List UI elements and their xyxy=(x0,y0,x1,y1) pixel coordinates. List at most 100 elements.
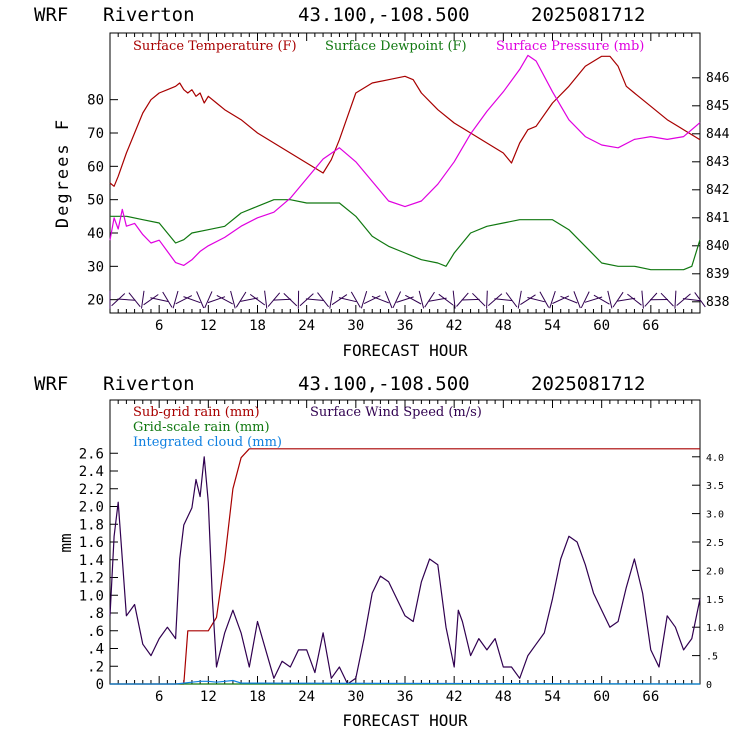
right-tick-label: 3.5 xyxy=(706,481,724,492)
wind-barb xyxy=(607,290,613,309)
right-tick-label: 839 xyxy=(706,267,729,282)
panel1-frame xyxy=(109,32,701,314)
wind-barb xyxy=(580,291,590,309)
wind-barb xyxy=(549,290,556,309)
x-tick-label: 24 xyxy=(298,318,315,334)
wind-barb xyxy=(539,291,550,308)
legend-surface-dewpoint: Surface Dewpoint (F) xyxy=(325,39,467,54)
wind-barb xyxy=(111,293,126,307)
right-tick-label: 3.0 xyxy=(706,510,724,521)
panel2-x-ticks: 6 12 18 24 30 36 42 48 54 60 66 xyxy=(117,400,693,705)
wind-barb xyxy=(384,291,393,309)
wind-barb xyxy=(273,298,292,301)
wind-barb xyxy=(128,292,141,308)
panel1-right-ticks: 838 839 840 841 842 843 844 845 846 xyxy=(692,71,730,310)
panel1-x-axis-label: FORECAST HOUR xyxy=(342,341,468,360)
y-tick-label: 1.8 xyxy=(79,517,104,533)
x-tick-label: 36 xyxy=(397,689,414,705)
x-tick-label: 42 xyxy=(446,318,463,334)
right-tick-label: 4.0 xyxy=(706,453,724,464)
panel2-init-time: 2025081712 xyxy=(531,373,645,395)
wind-barb xyxy=(371,295,389,304)
wind-barb xyxy=(573,291,581,309)
wind-barb xyxy=(329,290,334,309)
wind-barb xyxy=(487,293,503,306)
x-tick-label: 48 xyxy=(495,689,512,705)
legend-surface-pressure: Surface Pressure (mb) xyxy=(496,39,644,54)
x-tick-label: 18 xyxy=(249,318,266,334)
wind-barb xyxy=(183,296,201,304)
y-tick-label: 0 xyxy=(96,677,104,693)
wind-barb xyxy=(175,295,193,305)
right-tick-label: 846 xyxy=(706,71,729,86)
precipitation-panel: WRF Riverton 43.100,-108.500 2025081712 … xyxy=(34,373,724,730)
wind-barb xyxy=(360,290,368,309)
right-tick-label: 844 xyxy=(706,127,730,142)
panel1-y-ticks: 20 30 40 50 60 70 80 xyxy=(87,93,118,309)
wind-barb xyxy=(627,293,642,306)
wind-barb xyxy=(612,291,624,308)
panel1-model: WRF xyxy=(34,4,68,26)
wind-barb xyxy=(494,298,513,302)
x-tick-label: 30 xyxy=(347,689,364,705)
wind-barb xyxy=(350,291,361,308)
wind-barb xyxy=(584,296,603,303)
y-tick-label: 2.4 xyxy=(79,464,104,480)
wind-barb xyxy=(486,290,488,309)
wind-barb xyxy=(283,293,298,307)
y-tick-label: 40 xyxy=(87,226,104,242)
x-tick-label: 60 xyxy=(593,689,610,705)
wind-barb xyxy=(141,290,145,309)
x-tick-label: 54 xyxy=(544,318,561,334)
x-tick-label: 30 xyxy=(347,318,364,334)
y-tick-label: .6 xyxy=(87,624,104,640)
y-tick-label: 30 xyxy=(87,259,104,275)
y-tick-label: 80 xyxy=(87,93,104,109)
wind-barb xyxy=(117,298,136,301)
wind-barb xyxy=(216,294,233,305)
wind-barb xyxy=(317,292,329,308)
x-tick-label: 18 xyxy=(249,689,266,705)
series-line-sub-grid-rain xyxy=(110,448,700,685)
y-tick-label: 50 xyxy=(87,193,104,209)
right-tick-label: 2.0 xyxy=(706,566,724,577)
wind-barb xyxy=(299,293,314,307)
wind-barb xyxy=(424,291,435,308)
wind-barb xyxy=(305,298,324,301)
wind-barb xyxy=(392,291,402,309)
wind-barb xyxy=(527,297,545,303)
wind-barb xyxy=(162,291,173,308)
panel2-model: WRF xyxy=(34,373,68,395)
panel2-series xyxy=(109,448,701,685)
panel2-y-ticks: 0 .2.4 .6 .8 1.01.2 1.4 1.6 1.82.0 2.2 2.4 2.6 xyxy=(79,446,118,693)
right-tick-label: .5 xyxy=(706,652,718,663)
legend-surface-wind-speed: Surface Wind Speed (m/s) xyxy=(310,405,482,420)
x-tick-label: 6 xyxy=(155,318,163,334)
panel2-station: Riverton xyxy=(103,373,195,395)
wind-barb xyxy=(363,295,381,305)
wind-barb xyxy=(472,292,486,307)
wind-barb xyxy=(428,297,447,302)
wind-barb xyxy=(405,294,422,305)
temperature-panel: WRF Riverton 43.100,-108.500 2025081712 … xyxy=(34,4,730,360)
series-line-surface-dewpoint xyxy=(110,199,701,271)
series-line-surface-pressure xyxy=(109,54,701,266)
right-tick-label: 838 xyxy=(706,295,729,310)
y-tick-label: 2.6 xyxy=(79,446,104,462)
x-tick-label: 60 xyxy=(593,318,610,334)
panel1-x-ticks: 6 12 18 24 30 36 42 48 54 60 66 xyxy=(117,33,693,334)
panel1-y-axis-label: Degrees F xyxy=(53,118,73,228)
wind-barb xyxy=(264,290,268,309)
right-tick-label: 842 xyxy=(706,183,729,198)
y-tick-label: 70 xyxy=(87,126,104,142)
wind-barb xyxy=(207,296,226,304)
panel2-x-axis-label: FORECAST HOUR xyxy=(342,711,468,730)
panel1-series xyxy=(109,54,701,271)
x-tick-label: 24 xyxy=(298,689,315,705)
legend-subgrid-rain: Sub-grid rain (mm) xyxy=(133,405,260,420)
wind-barb xyxy=(452,290,456,309)
series-line-surface-temperature xyxy=(109,55,701,187)
wind-barb xyxy=(396,296,414,303)
panel1-coords: 43.100,-108.500 xyxy=(298,4,470,26)
